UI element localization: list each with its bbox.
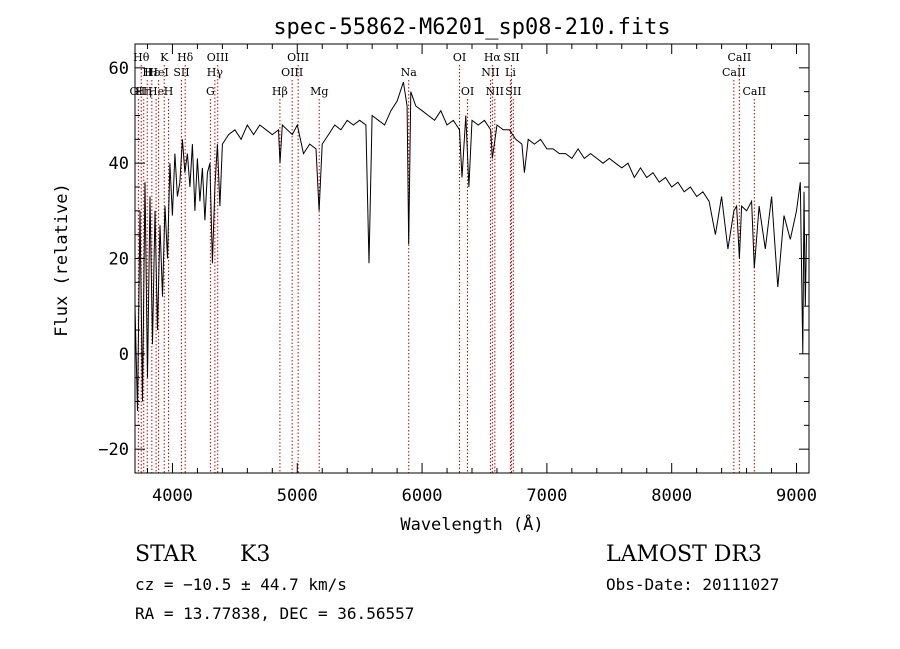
x-axis-label: Wavelength (Å) bbox=[400, 513, 543, 535]
plot-frame bbox=[134, 43, 810, 474]
line-marker-label: OI bbox=[453, 51, 466, 64]
obs-date: Obs-Date: 20111027 bbox=[606, 575, 779, 594]
line-marker-label: Hγ bbox=[207, 66, 224, 79]
line-marker-label: Mg bbox=[310, 85, 328, 98]
line-marker-label: NII bbox=[486, 85, 504, 98]
line-markers: OIIHθHηHHεHeHeIKHSIIHδGHγOIIIHβOIIIOIIIM… bbox=[130, 51, 766, 473]
line-marker-label: OI bbox=[461, 85, 474, 98]
line-marker-label: OIII bbox=[281, 66, 303, 79]
line-marker-label: G bbox=[206, 85, 215, 98]
y-axis-label: Flux (relative) bbox=[52, 183, 72, 337]
line-marker-label: SII bbox=[173, 66, 189, 79]
object-subclass: K3 bbox=[240, 542, 270, 567]
coordinates: RA = 13.77838, DEC = 36.56557 bbox=[135, 604, 414, 623]
spectrum-line bbox=[134, 81, 807, 412]
line-marker-label: CaII bbox=[728, 51, 752, 64]
line-marker-label: H bbox=[142, 66, 152, 79]
chart-title: spec-55862-M6201_sp08-210.fits bbox=[273, 15, 670, 40]
line-marker-label: Hβ bbox=[272, 85, 288, 98]
line-marker-label: SII bbox=[503, 51, 519, 64]
line-marker-label: Na bbox=[401, 66, 418, 79]
line-marker-label: He bbox=[148, 85, 164, 98]
line-marker-label: CaII bbox=[722, 66, 746, 79]
line-marker-label: OIII bbox=[287, 51, 309, 64]
y-tick-label: 20 bbox=[109, 250, 129, 270]
redshift-info: cz = −10.5 ± 44.7 km/s bbox=[135, 575, 347, 594]
line-marker-label: Hα bbox=[484, 51, 502, 64]
y-tick-label: 40 bbox=[109, 154, 129, 174]
line-marker-label: Hθ bbox=[133, 51, 150, 64]
y-tick-label: 60 bbox=[109, 59, 129, 79]
x-tick-label: 7000 bbox=[526, 486, 567, 506]
line-marker-label: SII bbox=[505, 85, 521, 98]
y-tick-label: −20 bbox=[98, 440, 129, 460]
line-marker-label: Hη bbox=[136, 85, 152, 98]
line-marker-label: NII bbox=[481, 66, 499, 79]
survey-name: LAMOST DR3 bbox=[606, 542, 762, 567]
x-tick-label: 5000 bbox=[277, 486, 318, 506]
line-marker-label: OIII bbox=[207, 51, 229, 64]
line-marker-label: CaII bbox=[742, 85, 766, 98]
x-tick-label: 9000 bbox=[776, 486, 817, 506]
x-tick-label: 8000 bbox=[651, 486, 692, 506]
line-marker-label: K bbox=[160, 51, 169, 64]
line-marker-label: HeI bbox=[148, 66, 168, 79]
x-tick-label: 4000 bbox=[152, 486, 193, 506]
object-class: STAR bbox=[135, 542, 197, 567]
x-tick-label: 6000 bbox=[402, 486, 443, 506]
y-tick-label: 0 bbox=[119, 345, 129, 365]
line-marker-label: Li bbox=[505, 66, 516, 79]
axis-ticks: 4000 5000 6000 7000 8000 9000 −20 0 20 40 60 bbox=[98, 43, 817, 506]
line-marker-label: H bbox=[164, 85, 174, 98]
line-marker-label: Hε bbox=[144, 66, 160, 79]
line-marker-label: Hδ bbox=[177, 51, 194, 64]
